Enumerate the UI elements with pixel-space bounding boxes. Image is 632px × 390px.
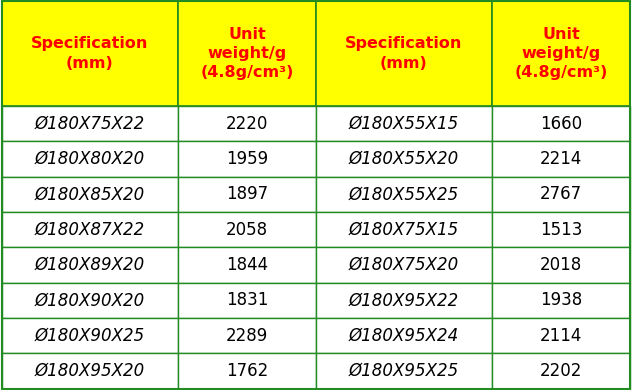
Text: Ø180X55X25: Ø180X55X25 — [349, 185, 459, 203]
Text: 1844: 1844 — [226, 256, 268, 274]
Text: 1959: 1959 — [226, 150, 268, 168]
Bar — [316, 283, 492, 318]
Text: Ø180X85X20: Ø180X85X20 — [35, 185, 145, 203]
Bar — [492, 1, 630, 106]
Text: Ø180X55X20: Ø180X55X20 — [349, 150, 459, 168]
Text: Ø180X95X25: Ø180X95X25 — [349, 362, 459, 380]
Bar — [178, 1, 316, 106]
Bar — [316, 247, 492, 283]
Bar — [492, 177, 630, 212]
Text: Unit
weight/g
(4.8g/cm³): Unit weight/g (4.8g/cm³) — [514, 27, 608, 80]
Bar — [316, 353, 492, 389]
Text: 1660: 1660 — [540, 115, 582, 133]
Text: 1897: 1897 — [226, 185, 268, 203]
Text: 2018: 2018 — [540, 256, 582, 274]
Bar — [316, 212, 492, 247]
Bar — [178, 177, 316, 212]
Text: Specification
(mm): Specification (mm) — [31, 36, 149, 71]
Text: 1938: 1938 — [540, 291, 582, 309]
Text: 1831: 1831 — [226, 291, 268, 309]
Text: Ø180X95X20: Ø180X95X20 — [35, 362, 145, 380]
Bar — [492, 247, 630, 283]
Text: 2202: 2202 — [540, 362, 582, 380]
Bar — [492, 106, 630, 141]
Bar — [316, 106, 492, 141]
Bar — [316, 1, 492, 106]
Bar — [2, 106, 178, 141]
Text: 2220: 2220 — [226, 115, 268, 133]
Bar — [2, 283, 178, 318]
Bar — [178, 106, 316, 141]
Text: 2767: 2767 — [540, 185, 582, 203]
Text: Ø180X75X22: Ø180X75X22 — [35, 115, 145, 133]
Bar — [492, 318, 630, 353]
Bar — [178, 247, 316, 283]
Bar — [2, 353, 178, 389]
Bar — [492, 353, 630, 389]
Text: Ø180X89X20: Ø180X89X20 — [35, 256, 145, 274]
Text: 2214: 2214 — [540, 150, 582, 168]
Bar — [2, 177, 178, 212]
Bar — [2, 212, 178, 247]
Text: 1762: 1762 — [226, 362, 268, 380]
Bar — [178, 318, 316, 353]
Text: Ø180X75X15: Ø180X75X15 — [349, 221, 459, 239]
Text: Ø180X95X22: Ø180X95X22 — [349, 291, 459, 309]
Bar — [178, 141, 316, 177]
Text: Ø180X87X22: Ø180X87X22 — [35, 221, 145, 239]
Text: Specification
(mm): Specification (mm) — [345, 36, 463, 71]
Text: 2058: 2058 — [226, 221, 268, 239]
Bar — [492, 141, 630, 177]
Bar — [492, 283, 630, 318]
Bar — [2, 141, 178, 177]
Text: Ø180X55X15: Ø180X55X15 — [349, 115, 459, 133]
Bar — [2, 318, 178, 353]
Text: 1513: 1513 — [540, 221, 582, 239]
Bar — [2, 247, 178, 283]
Text: Ø180X80X20: Ø180X80X20 — [35, 150, 145, 168]
Bar — [178, 353, 316, 389]
Bar — [316, 177, 492, 212]
Text: Unit
weight/g
(4.8g/cm³): Unit weight/g (4.8g/cm³) — [200, 27, 294, 80]
Bar — [178, 283, 316, 318]
Text: 2114: 2114 — [540, 327, 582, 345]
Bar — [316, 141, 492, 177]
Bar — [316, 318, 492, 353]
Bar — [178, 212, 316, 247]
Text: Ø180X75X20: Ø180X75X20 — [349, 256, 459, 274]
Text: 2289: 2289 — [226, 327, 268, 345]
Bar — [2, 1, 178, 106]
Text: Ø180X90X20: Ø180X90X20 — [35, 291, 145, 309]
Bar — [492, 212, 630, 247]
Text: Ø180X90X25: Ø180X90X25 — [35, 327, 145, 345]
Text: Ø180X95X24: Ø180X95X24 — [349, 327, 459, 345]
